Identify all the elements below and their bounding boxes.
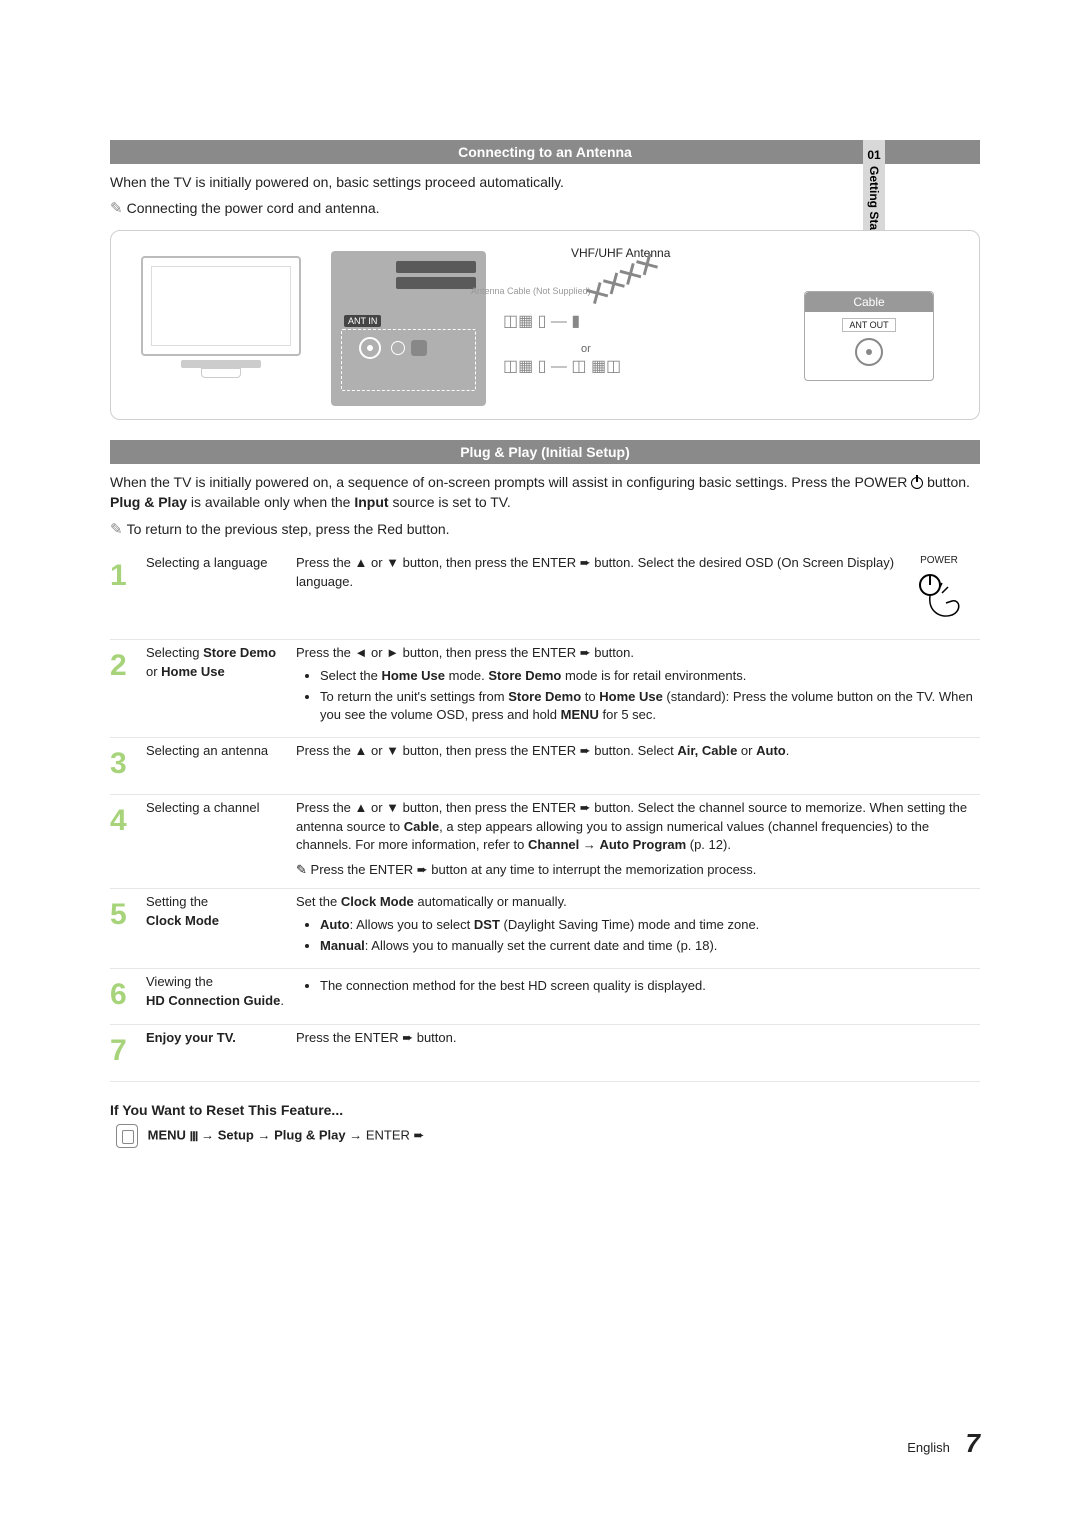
reset-path: MENU Ⅲ → Setup → Plug & Play → ENTER ➨ — [116, 1124, 980, 1148]
section2-intro: When the TV is initially powered on, a s… — [110, 472, 980, 513]
step-title: Enjoy your TV. — [146, 1025, 296, 1082]
step-title: Selecting a language — [146, 550, 296, 639]
section1-note-text: Connecting the power cord and antenna. — [127, 200, 380, 216]
enter-icon: ➨ — [576, 645, 591, 660]
enter-icon: ➨ — [576, 800, 591, 815]
step-number: 1 — [110, 550, 146, 639]
step-title: Selecting an antenna — [146, 738, 296, 795]
step-row-7: 7 Enjoy your TV. Press the ENTER ➨ butto… — [110, 1025, 980, 1082]
cable-box-title: Cable — [805, 292, 933, 312]
step-number: 5 — [110, 889, 146, 969]
step-row-3: 3 Selecting an antenna Press the ▲ or ▼ … — [110, 738, 980, 795]
power-hand-figure: POWER — [904, 554, 974, 631]
step-title: Selecting Store Demo or Home Use — [146, 639, 296, 737]
pencil-icon: ✎ — [110, 521, 123, 538]
footer-lang: English — [907, 1440, 950, 1455]
section2-note: ✎To return to the previous step, press t… — [110, 519, 980, 541]
reset-block: If You Want to Reset This Feature... MEN… — [110, 1102, 980, 1148]
pencil-icon: ✎ — [110, 200, 123, 217]
steps-table: 1 Selecting a language POWER Press the ▲… — [110, 550, 980, 1081]
chapter-number: 01 — [867, 148, 880, 162]
enter-icon: ➨ — [576, 743, 591, 758]
ant-out-label: ANT OUT — [842, 318, 895, 332]
section-bar-plugplay: Plug & Play (Initial Setup) — [110, 440, 980, 464]
antenna-diagram: ANT IN Antenna Cable (Not Supplied) VHF/… — [110, 230, 980, 420]
cable-coax-port — [855, 338, 883, 366]
step-number: 7 — [110, 1025, 146, 1082]
step-title: Viewing the HD Connection Guide. — [146, 968, 296, 1025]
step-desc: Press the ▲ or ▼ button, then press the … — [296, 738, 980, 795]
ant-in-label: ANT IN — [344, 315, 381, 327]
tv-backpanel: ANT IN — [331, 251, 486, 406]
step-row-5: 5 Setting the Clock Mode Set the Clock M… — [110, 889, 980, 969]
step-number: 2 — [110, 639, 146, 737]
step-row-1: 1 Selecting a language POWER Press the ▲… — [110, 550, 980, 639]
step-number: 6 — [110, 968, 146, 1025]
vhf-uhf-antenna: VHF/UHF Antenna ✕✕✕✕ — [571, 246, 670, 299]
step-desc: Press the ◄ or ► button, then press the … — [296, 639, 980, 737]
or-label: or — [581, 343, 591, 355]
menu-icon: Ⅲ — [190, 1129, 198, 1145]
coax-port — [359, 337, 381, 359]
enter-icon: ➨ — [410, 1127, 425, 1142]
antenna-label-text: VHF/UHF Antenna — [571, 246, 670, 260]
connector-row-1: ◫▦ ▯ — ▮ — [503, 311, 653, 331]
enter-icon: ➨ — [399, 1030, 414, 1045]
enter-icon: ➨ — [576, 555, 591, 570]
remote-icon — [116, 1124, 138, 1148]
step-desc: The connection method for the best HD sc… — [296, 968, 980, 1025]
step-desc: Set the Clock Mode automatically or manu… — [296, 889, 980, 969]
step-desc: Press the ▲ or ▼ button, then press the … — [296, 794, 980, 888]
tv-frame — [141, 256, 301, 356]
step-desc: Press the ENTER ➨ button. — [296, 1025, 980, 1082]
power-icon — [911, 477, 923, 489]
step-row-4: 4 Selecting a channel Press the ▲ or ▼ b… — [110, 794, 980, 888]
reset-heading: If You Want to Reset This Feature... — [110, 1102, 980, 1118]
page-number: 7 — [966, 1428, 980, 1458]
section1-intro: When the TV is initially powered on, bas… — [110, 172, 980, 192]
step-number: 4 — [110, 794, 146, 888]
step-desc: POWER Press the ▲ or ▼ button, then pres… — [296, 550, 980, 639]
tv-stand-base — [201, 368, 241, 378]
enter-icon: ➨ — [413, 862, 428, 877]
cable-box: Cable ANT OUT — [804, 291, 934, 381]
step-number: 3 — [110, 738, 146, 795]
connector-row-2: ◫▦ ▯ — ◫ ▦◫ — [503, 356, 653, 376]
step-title: Setting the Clock Mode — [146, 889, 296, 969]
step-row-2: 2 Selecting Store Demo or Home Use Press… — [110, 639, 980, 737]
tv-drawing — [141, 256, 301, 366]
tv-stand — [181, 360, 261, 368]
pencil-icon: ✎ — [296, 862, 307, 877]
step-title: Selecting a channel — [146, 794, 296, 888]
page-footer: English 7 — [110, 1428, 980, 1459]
section2-note-text: To return to the previous step, press th… — [127, 521, 450, 537]
section-bar-antenna: Connecting to an Antenna — [110, 140, 980, 164]
section1-note: ✎Connecting the power cord and antenna. — [110, 198, 980, 220]
step-row-6: 6 Viewing the HD Connection Guide. The c… — [110, 968, 980, 1025]
